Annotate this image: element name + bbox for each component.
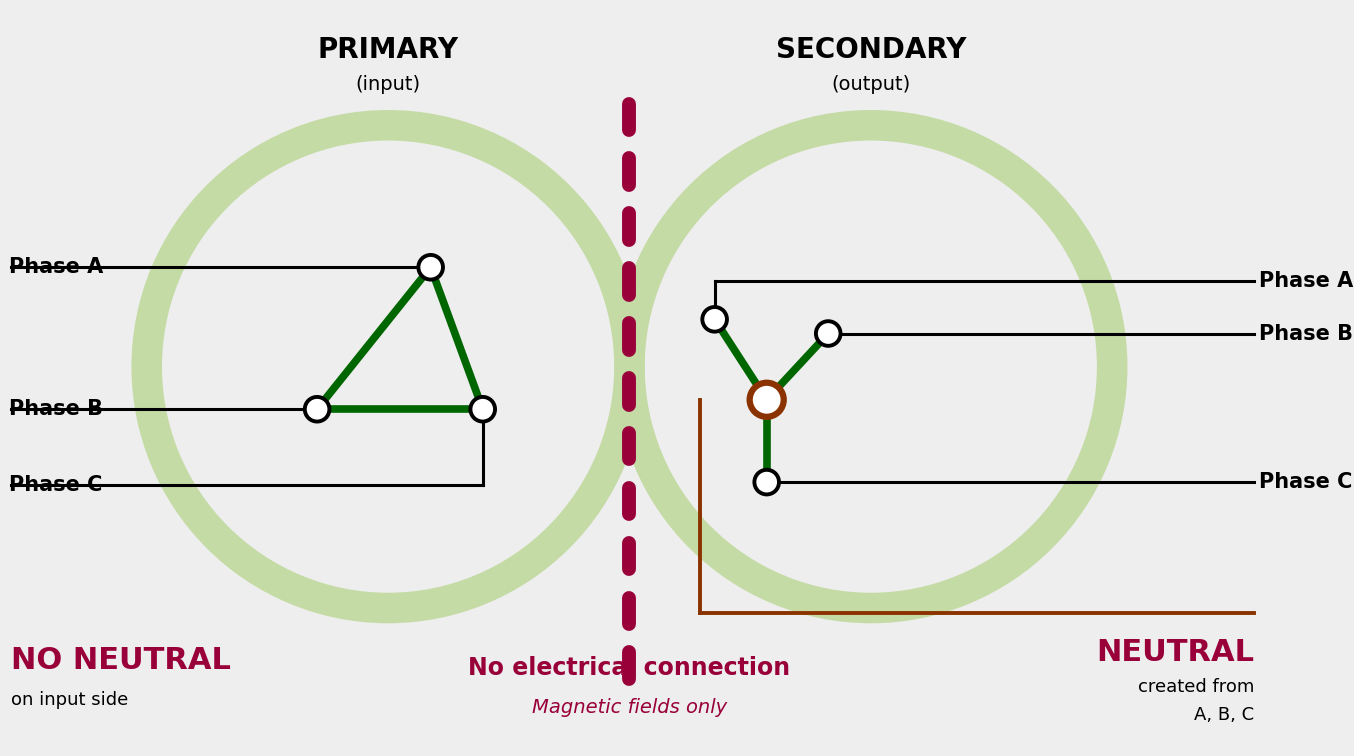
Circle shape bbox=[754, 469, 779, 494]
Text: Phase C: Phase C bbox=[9, 475, 103, 495]
Circle shape bbox=[305, 397, 329, 422]
Text: (input): (input) bbox=[356, 75, 421, 94]
Circle shape bbox=[816, 321, 841, 345]
Text: Phase B: Phase B bbox=[1259, 324, 1353, 343]
Text: Phase B: Phase B bbox=[9, 399, 103, 420]
Text: A, B, C: A, B, C bbox=[1194, 706, 1254, 724]
Text: NO NEUTRAL: NO NEUTRAL bbox=[11, 646, 232, 674]
Text: Phase A: Phase A bbox=[9, 257, 104, 277]
Circle shape bbox=[470, 397, 496, 422]
Text: Phase C: Phase C bbox=[1259, 472, 1353, 492]
Circle shape bbox=[703, 307, 727, 332]
Text: Phase A: Phase A bbox=[1259, 271, 1353, 292]
Circle shape bbox=[418, 255, 443, 280]
Text: PRIMARY: PRIMARY bbox=[318, 36, 459, 64]
Text: created from: created from bbox=[1137, 677, 1254, 696]
Text: No electrical connection: No electrical connection bbox=[468, 655, 791, 680]
Circle shape bbox=[750, 383, 784, 417]
Text: Magnetic fields only: Magnetic fields only bbox=[532, 698, 727, 717]
Text: NEUTRAL: NEUTRAL bbox=[1097, 638, 1254, 667]
Text: SECONDARY: SECONDARY bbox=[776, 36, 965, 64]
Text: (output): (output) bbox=[831, 75, 910, 94]
Text: on input side: on input side bbox=[11, 691, 129, 709]
